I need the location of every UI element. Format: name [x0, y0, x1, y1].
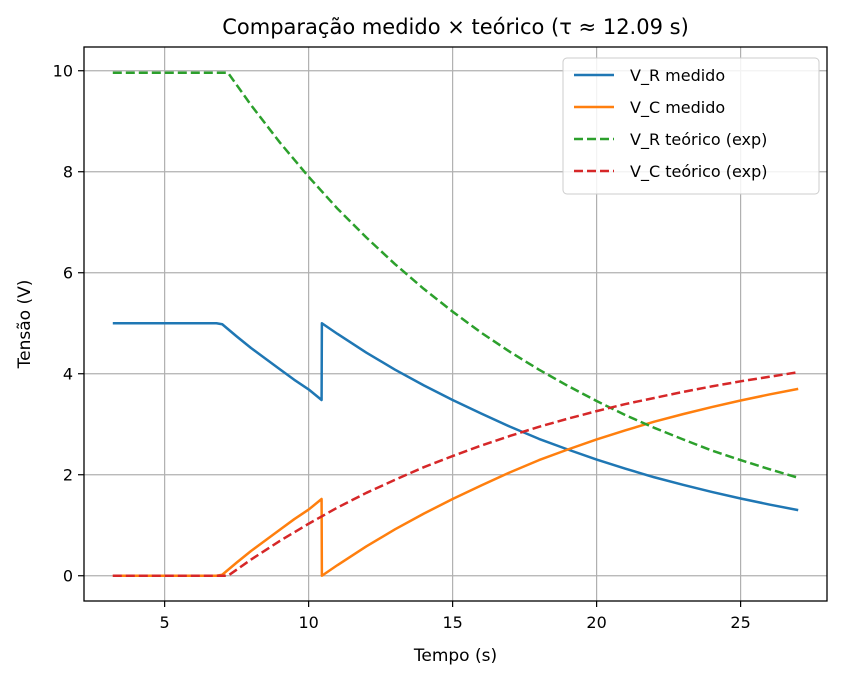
- y-tick-label: 8: [63, 163, 73, 182]
- y-tick-label: 0: [63, 567, 73, 586]
- series-line: [112, 321, 799, 512]
- legend-box: [562, 57, 820, 195]
- plot-series: [112, 71, 799, 577]
- chart-title: Comparação medido × teórico (τ ≈ 12.09 s…: [222, 15, 689, 39]
- x-axis-label: Tempo (s): [413, 646, 497, 666]
- y-tick-label: 10: [53, 62, 73, 81]
- plot-frame: [83, 46, 828, 602]
- x-tick-label: 25: [730, 613, 750, 632]
- x-axis: 5 10 15 20 25: [160, 601, 751, 632]
- x-tick-label: 15: [442, 613, 462, 632]
- legend-label: V_C medido: [630, 98, 725, 118]
- legend-label: V_C teórico (exp): [630, 162, 767, 182]
- legend-label: V_R medido: [630, 66, 725, 86]
- legend: V_R medido V_C medido V_R teórico (exp) V_C…: [562, 57, 820, 195]
- x-tick-label: 10: [298, 613, 318, 632]
- y-tick-label: 4: [63, 365, 73, 384]
- x-tick-label: 5: [160, 613, 170, 632]
- series-line: [112, 387, 799, 577]
- y-tick-label: 6: [63, 264, 73, 283]
- legend-label: V_R teórico (exp): [630, 130, 767, 150]
- x-tick-label: 20: [586, 613, 606, 632]
- y-axis: 0 2 4 6 8 10: [53, 62, 84, 586]
- series-line: [112, 370, 799, 577]
- y-tick-label: 2: [63, 466, 73, 485]
- series-line: [112, 71, 799, 479]
- y-axis-label: Tensão (V): [15, 280, 35, 370]
